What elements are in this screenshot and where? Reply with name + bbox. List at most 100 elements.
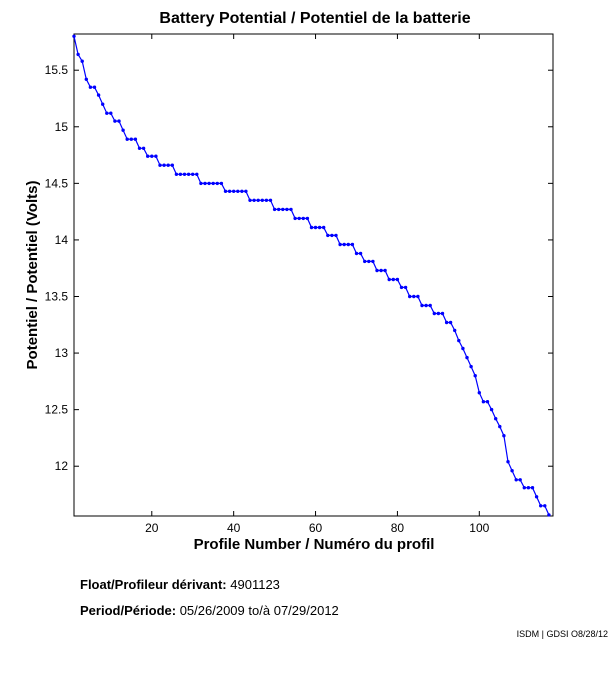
data-point: [371, 259, 375, 264]
data-point: [305, 216, 310, 221]
data-point: [473, 374, 477, 378]
data-point: [514, 478, 518, 482]
data-point: [465, 355, 469, 360]
data-point: [301, 216, 305, 221]
data-point: [457, 338, 461, 343]
data-point: [534, 495, 539, 499]
data-point: [174, 172, 179, 176]
x-tick-label: 100: [469, 521, 489, 535]
data-point: [268, 198, 273, 202]
data-point: [453, 328, 457, 333]
y-tick-label: 13: [55, 346, 69, 360]
data-point: [215, 181, 219, 186]
data-point: [211, 181, 215, 186]
data-point: [109, 111, 113, 115]
credit-text: ISDM | GDSI O8/28/12: [516, 629, 608, 639]
data-point: [440, 311, 445, 316]
data-point: [80, 59, 84, 63]
period-separator: to/à: [248, 603, 271, 618]
data-point: [178, 172, 183, 176]
y-tick-label: 14.5: [45, 176, 69, 190]
data-point: [461, 346, 465, 351]
x-tick-label: 20: [145, 521, 159, 535]
data-point: [84, 77, 89, 82]
y-tick-label: 13.5: [45, 289, 69, 303]
y-tick-label: 14: [55, 233, 69, 247]
float-label: Float/Profileur dérivant:: [80, 577, 227, 592]
data-point: [448, 320, 453, 325]
data-point: [436, 311, 441, 316]
data-point: [105, 111, 109, 115]
data-point: [117, 119, 121, 123]
data-point: [399, 285, 404, 290]
data-point: [88, 85, 93, 89]
data-point: [518, 478, 522, 482]
data-point: [375, 268, 379, 273]
data-point: [207, 181, 211, 186]
data-point: [322, 225, 326, 230]
data-point: [428, 303, 432, 308]
data-point: [326, 233, 330, 238]
data-point: [285, 207, 289, 212]
data-point: [543, 504, 547, 508]
data-point: [481, 400, 486, 404]
data-point: [232, 189, 236, 193]
data-point: [219, 181, 224, 186]
data-point: [182, 172, 187, 176]
data-point: [358, 251, 363, 256]
data-point: [223, 189, 228, 193]
data-point: [121, 128, 125, 132]
data-point: [334, 233, 338, 238]
data-point: [379, 268, 383, 273]
data-point: [252, 198, 256, 202]
data-point: [526, 486, 531, 490]
data-point: [297, 216, 301, 221]
data-point: [317, 225, 322, 230]
data-point: [498, 424, 502, 429]
data-point: [469, 364, 473, 369]
x-tick-label: 80: [391, 521, 405, 535]
data-point: [502, 434, 506, 438]
data-point: [244, 189, 248, 193]
data-point: [510, 469, 514, 473]
data-point: [403, 285, 408, 290]
data-point: [272, 207, 277, 212]
data-point: [412, 294, 416, 299]
data-point: [383, 268, 387, 273]
data-point: [195, 172, 199, 176]
data-point: [363, 259, 367, 264]
x-tick-label: 40: [227, 521, 241, 535]
data-point: [313, 225, 318, 230]
period-start: 05/26/2009: [179, 603, 245, 618]
data-point: [256, 198, 260, 202]
data-point: [338, 242, 342, 247]
float-id: 4901123: [230, 577, 280, 592]
data-point: [158, 163, 162, 167]
data-point: [191, 172, 195, 176]
y-tick-label: 15.5: [45, 63, 69, 77]
data-point: [387, 277, 391, 282]
data-point: [477, 391, 481, 395]
data-point: [133, 137, 138, 141]
data-point: [113, 119, 117, 123]
y-tick-label: 12.5: [45, 403, 69, 417]
data-point: [166, 163, 170, 167]
data-point: [522, 486, 526, 490]
data-point: [92, 85, 97, 89]
x-tick-label: 60: [309, 521, 323, 535]
data-point: [547, 513, 551, 517]
data-point: [137, 146, 142, 150]
data-point: [150, 154, 154, 158]
x-axis: 20 40 60 80 100: [145, 34, 490, 535]
data-point: [141, 146, 146, 150]
data-point: [289, 207, 293, 212]
period-label: Period/Période:: [80, 603, 177, 618]
chart-title: Battery Potential / Potentiel de la batt…: [159, 10, 470, 27]
data-point: [264, 198, 269, 202]
x-axis-label: Profile Number / Numéro du profil: [194, 536, 435, 553]
period-end: 07/29/2012: [273, 603, 339, 618]
data-point: [236, 189, 240, 193]
float-info: Float/Profileur dérivant: 4901123: [80, 577, 280, 592]
y-axis: 12 12.5 13 13.5 14 14.5 15 15.5: [45, 63, 553, 473]
data-point: [424, 303, 428, 308]
